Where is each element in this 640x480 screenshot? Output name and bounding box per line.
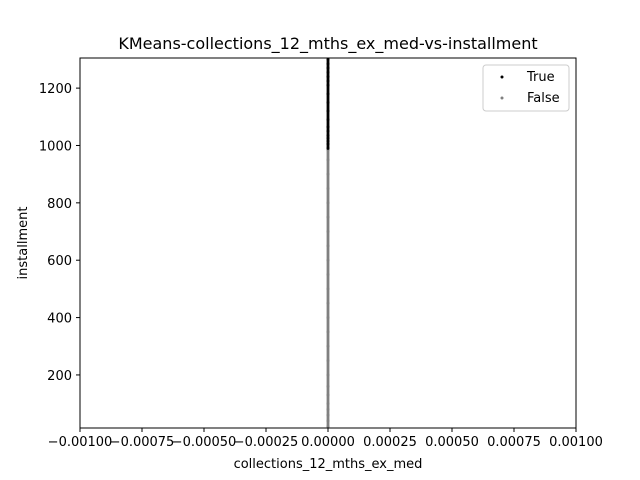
data-point-true	[326, 142, 330, 146]
data-point-false	[326, 258, 330, 262]
data-point-false	[326, 244, 330, 248]
x-tick-label: 0.00025	[363, 435, 417, 450]
data-point-true	[326, 139, 330, 143]
data-point-true	[326, 83, 330, 87]
legend-marker-true	[500, 75, 504, 79]
data-point-true	[326, 118, 330, 122]
data-point-false	[326, 215, 330, 219]
data-point-false	[326, 413, 330, 417]
data-point-true	[326, 57, 330, 61]
data-point-true	[326, 92, 330, 96]
legend: True False	[482, 64, 570, 112]
legend-label-true: True	[526, 70, 555, 85]
data-point-true	[326, 125, 330, 129]
data-point-false	[326, 330, 330, 334]
y-axis-ticks: 200 400 600 800 1000 1200	[39, 82, 80, 384]
data-point-true	[326, 109, 330, 113]
data-point-true	[326, 66, 330, 70]
data-point-false	[326, 187, 330, 191]
data-point-false	[326, 419, 330, 423]
legend-box	[482, 64, 570, 112]
data-point-false	[326, 393, 330, 397]
x-tick-label: 0.00050	[425, 435, 479, 450]
data-point-false	[326, 425, 330, 429]
data-point-true	[326, 62, 330, 66]
y-tick-label: 1200	[39, 82, 72, 97]
data-point-false	[326, 158, 330, 162]
data-point-false	[326, 384, 330, 388]
series-false	[326, 148, 330, 429]
legend-marker-false	[500, 96, 504, 100]
data-point-false	[326, 407, 330, 411]
data-point-true	[326, 79, 330, 83]
y-tick-label: 600	[47, 254, 72, 269]
y-tick-label: 200	[47, 369, 72, 384]
data-point-false	[326, 201, 330, 205]
x-tick-label: −0.00025	[234, 435, 299, 450]
x-tick-label: 0.00075	[487, 435, 541, 450]
data-point-false	[326, 344, 330, 348]
y-tick-label: 800	[47, 197, 72, 212]
data-point-true	[326, 70, 330, 74]
y-axis-label: installment	[16, 207, 31, 280]
data-point-false	[326, 359, 330, 363]
data-point-true	[326, 136, 330, 140]
data-point-false	[326, 287, 330, 291]
x-axis-label: collections_12_mths_ex_med	[234, 457, 423, 472]
data-point-true	[326, 129, 330, 133]
data-point-false	[326, 373, 330, 377]
x-tick-label: 0.00000	[301, 435, 355, 450]
y-tick-label: 400	[47, 312, 72, 327]
data-point-false	[326, 316, 330, 320]
x-tick-label: −0.00050	[172, 435, 237, 450]
legend-label-false: False	[527, 91, 560, 106]
y-tick-label: 1000	[39, 139, 72, 154]
data-point-false	[326, 301, 330, 305]
data-point-false	[326, 402, 330, 406]
data-point-true	[326, 75, 330, 79]
data-point-false	[326, 230, 330, 234]
data-point-true	[326, 100, 330, 104]
x-axis-ticks: −0.00100−0.00075−0.00050−0.00025 0.00000 0…	[48, 428, 603, 450]
points-layer	[326, 57, 330, 429]
data-point-true	[326, 133, 330, 137]
chart-title: KMeans-collections_12_mths_ex_med-vs-ins…	[118, 34, 537, 54]
series-true	[326, 57, 330, 150]
data-point-false	[326, 172, 330, 176]
x-tick-label: −0.00100	[48, 435, 113, 450]
data-point-false	[326, 273, 330, 277]
x-tick-label: −0.00075	[110, 435, 175, 450]
x-tick-label: 0.00100	[549, 435, 603, 450]
data-point-true	[326, 146, 330, 150]
